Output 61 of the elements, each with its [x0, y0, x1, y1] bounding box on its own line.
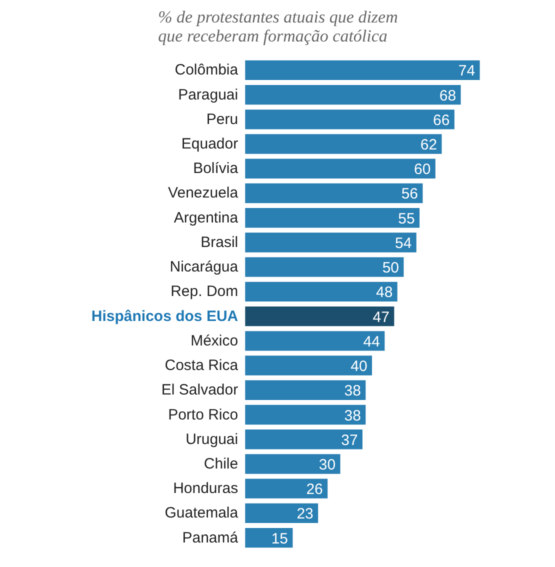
data-label: 56 — [401, 186, 418, 203]
bar — [245, 257, 404, 277]
data-label: 40 — [350, 358, 368, 376]
bar — [245, 356, 372, 376]
data-label: 54 — [395, 234, 412, 252]
bar — [245, 110, 454, 130]
y-tick-label: Hispânicos dos EUA — [91, 308, 238, 325]
bar — [245, 503, 318, 524]
data-label: 26 — [306, 481, 323, 498]
bar — [245, 331, 385, 351]
y-tick-label: Honduras — [173, 480, 238, 498]
data-label: 47 — [372, 308, 390, 326]
y-tick-label: Brasil — [200, 234, 238, 251]
bar — [245, 183, 423, 204]
bar — [245, 478, 328, 498]
y-tick-label: Bolívia — [193, 160, 239, 178]
bar — [245, 208, 420, 228]
bar — [245, 232, 416, 252]
y-tick-label: Porto Rico — [168, 406, 238, 424]
y-tick-label: Panamá — [182, 529, 239, 546]
data-label: 37 — [341, 432, 358, 449]
data-label: 50 — [382, 260, 400, 277]
y-tick-label: El Salvador — [161, 382, 238, 399]
bar — [245, 60, 480, 80]
data-label: 68 — [439, 87, 456, 104]
bar — [245, 84, 461, 105]
data-label: 38 — [344, 382, 361, 400]
y-tick-label: Equador — [181, 136, 238, 153]
bar — [245, 528, 293, 548]
y-tick-label: Colômbia — [174, 62, 239, 79]
data-label: 30 — [318, 456, 336, 474]
y-tick-label: Peru — [206, 110, 238, 128]
y-tick-label: Nicarágua — [170, 258, 239, 276]
data-label: 60 — [414, 161, 431, 178]
data-label: 15 — [271, 530, 288, 548]
y-tick-label: México — [190, 332, 238, 350]
data-label: 23 — [296, 506, 314, 523]
y-tick-label: Guatemala — [164, 504, 239, 522]
data-label: 55 — [398, 210, 415, 228]
chart-title: % de protestantes atuais que dizem que receberam formação católica — [158, 8, 398, 46]
data-label: 74 — [458, 62, 476, 80]
y-tick-label: Chile — [204, 455, 238, 472]
y-tick-label: Argentina — [174, 209, 239, 226]
y-tick-label: Costa Rica — [164, 357, 239, 374]
bar — [245, 282, 398, 302]
bar — [245, 158, 436, 178]
data-label: 62 — [420, 136, 438, 154]
y-tick-label: Paraguai — [178, 86, 238, 104]
bar — [245, 454, 340, 474]
bar — [245, 404, 366, 425]
bar — [245, 380, 366, 400]
bar — [245, 306, 394, 326]
data-label: 66 — [433, 112, 450, 129]
bar — [245, 430, 362, 450]
data-label: 48 — [376, 284, 393, 302]
data-label: 38 — [344, 407, 361, 424]
y-tick-label: Uruguai — [186, 430, 238, 448]
bar — [245, 134, 442, 154]
y-tick-label: Venezuela — [168, 184, 239, 202]
y-tick-label: Rep. Dom — [170, 283, 238, 300]
data-label: 44 — [363, 333, 380, 350]
